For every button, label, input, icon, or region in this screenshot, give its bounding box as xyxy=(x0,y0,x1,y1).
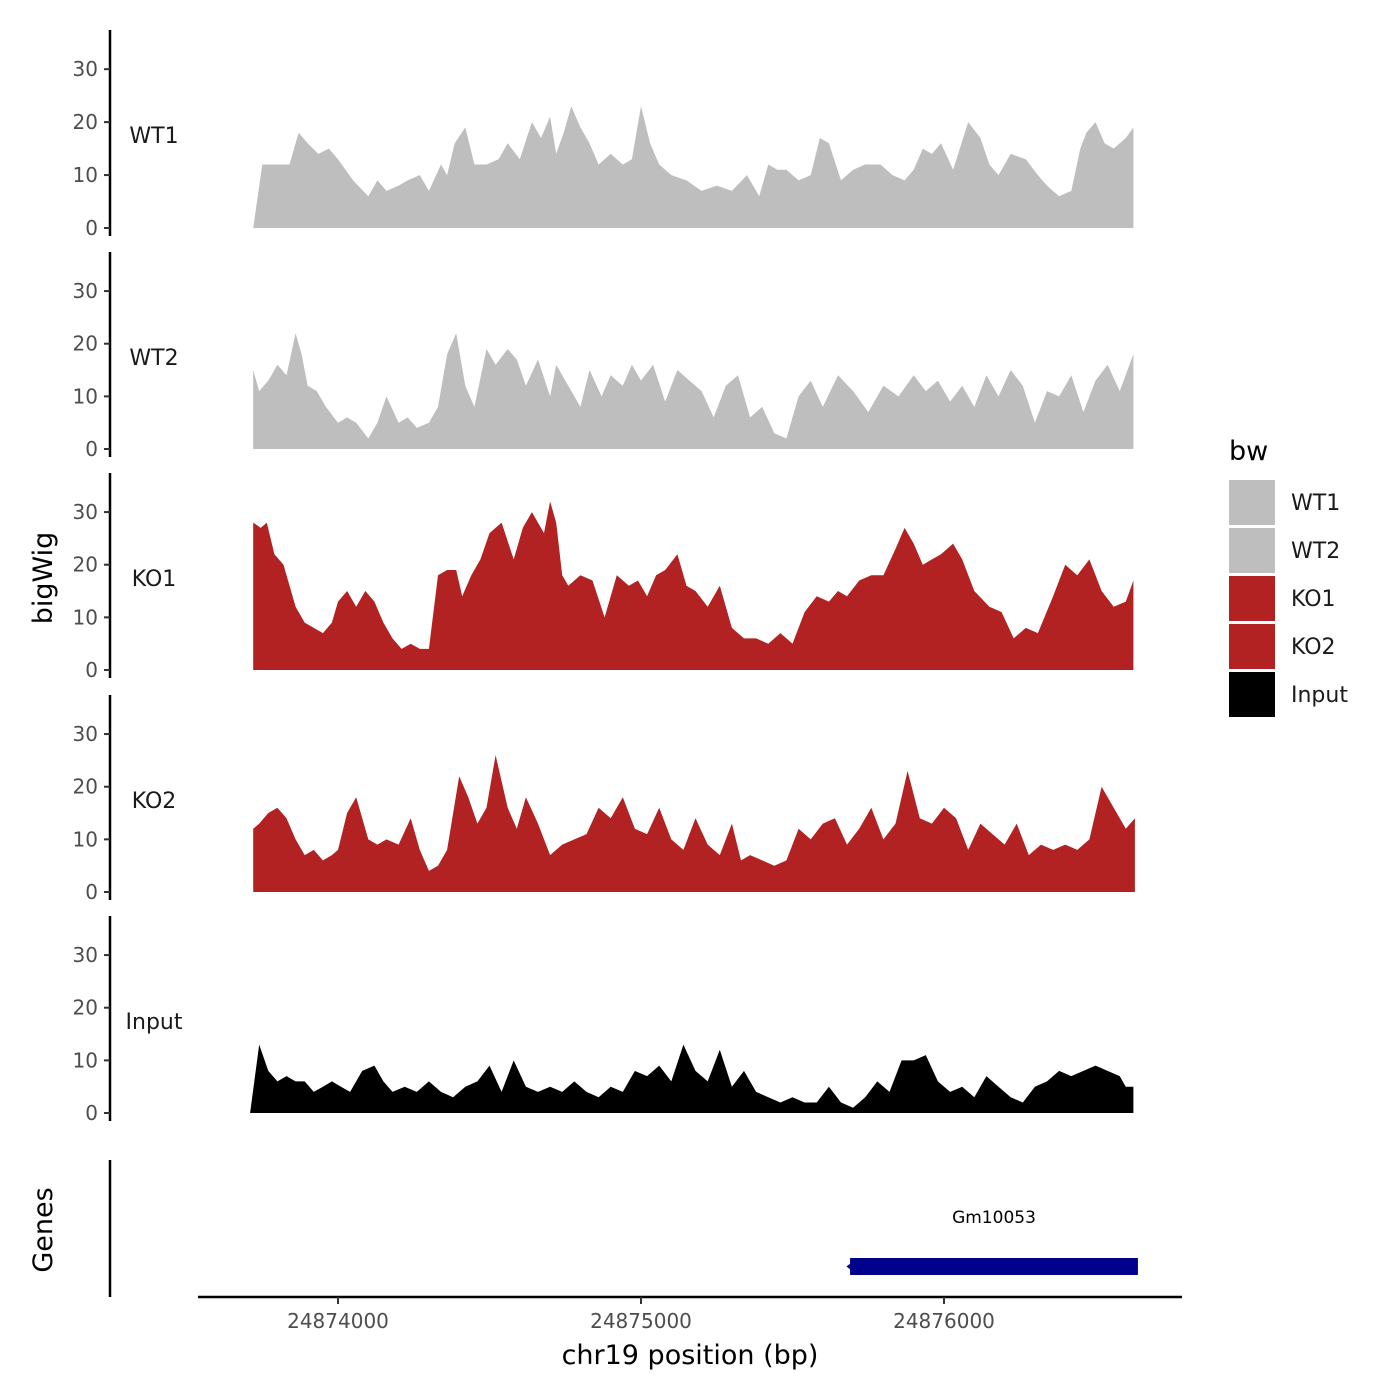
y-tick-label: 0 xyxy=(85,658,98,682)
track-wt2: 0 10 20 30 WT2 xyxy=(73,252,1134,461)
track-ko1: 0 10 20 30 KO1 xyxy=(73,473,1134,682)
legend-label-wt2: WT2 xyxy=(1291,539,1340,564)
gene-gm10053: Gm10053 xyxy=(846,1208,1138,1275)
y-tick-label: 30 xyxy=(73,500,98,524)
legend-label-input: Input xyxy=(1291,683,1348,708)
y-tick-label: 10 xyxy=(73,605,98,629)
track-input: 0 10 20 30 Input xyxy=(73,916,1134,1125)
track-ko2: 0 10 20 30 KO2 xyxy=(73,695,1135,904)
genes-layer: Gm10053 xyxy=(108,1160,1138,1297)
y-tick-label: 0 xyxy=(85,216,98,240)
y-tick-label: 20 xyxy=(73,553,98,577)
x-tick-label: 24874000 xyxy=(287,1309,389,1333)
y-tick-label: 30 xyxy=(73,722,98,746)
legend-swatch-ko2 xyxy=(1229,624,1275,669)
y-tick-label: 0 xyxy=(85,437,98,461)
y-tick-label: 0 xyxy=(85,1101,98,1125)
legend-swatch-input xyxy=(1229,672,1275,717)
track-label: WT1 xyxy=(129,124,178,149)
y-tick-label: 30 xyxy=(73,279,98,303)
track-label: Input xyxy=(126,1010,183,1035)
y-tick-label: 10 xyxy=(73,827,98,851)
coverage-area-ko1 xyxy=(253,501,1134,670)
coverage-area-input xyxy=(250,1044,1134,1113)
tracks-layer: 0 10 20 30 WT1 0 10 20 30 WT2 0 10 20 30 KO1 0 10 20 30 KO2… xyxy=(73,30,1135,1125)
y-tick-label: 20 xyxy=(73,996,98,1020)
legend-title: bw xyxy=(1229,436,1268,467)
y-tick-label: 20 xyxy=(73,110,98,134)
x-tick-label: 24876000 xyxy=(893,1309,995,1333)
y-tick-label: 10 xyxy=(73,163,98,187)
track-label: KO1 xyxy=(132,567,177,592)
genes-axis-title: Genes xyxy=(28,1187,59,1272)
legend-label-wt1: WT1 xyxy=(1291,491,1340,516)
legend-swatch-ko1 xyxy=(1229,576,1275,621)
legend: bw WT1 WT2 KO1 KO2 Input xyxy=(1229,436,1348,717)
y-tick-label: 30 xyxy=(73,943,98,967)
legend-swatch-wt2 xyxy=(1229,528,1275,573)
y-tick-label: 30 xyxy=(73,57,98,81)
legend-swatch-wt1 xyxy=(1229,480,1275,525)
y-tick-label: 10 xyxy=(73,1048,98,1072)
y-axis-title: bigWig xyxy=(28,532,59,625)
coverage-area-wt2 xyxy=(253,333,1134,449)
gene-strand-arrow xyxy=(846,1261,855,1272)
y-tick-label: 0 xyxy=(85,880,98,904)
y-tick-label: 20 xyxy=(73,332,98,356)
track-wt1: 0 10 20 30 WT1 xyxy=(73,30,1134,240)
track-label: KO2 xyxy=(132,789,177,814)
legend-label-ko1: KO1 xyxy=(1291,587,1336,612)
x-axis-title: chr19 position (bp) xyxy=(562,1340,819,1371)
track-label: WT2 xyxy=(129,346,178,371)
gene-body xyxy=(850,1258,1138,1275)
legend-label-ko2: KO2 xyxy=(1291,635,1336,660)
coverage-area-ko2 xyxy=(253,755,1135,892)
coverage-area-wt1 xyxy=(253,106,1134,228)
x-axis: 24874000 24875000 24876000 xyxy=(198,1295,1182,1333)
y-tick-label: 10 xyxy=(73,384,98,408)
y-tick-label: 20 xyxy=(73,775,98,799)
gene-label: Gm10053 xyxy=(952,1208,1036,1228)
x-tick-label: 24875000 xyxy=(590,1309,692,1333)
